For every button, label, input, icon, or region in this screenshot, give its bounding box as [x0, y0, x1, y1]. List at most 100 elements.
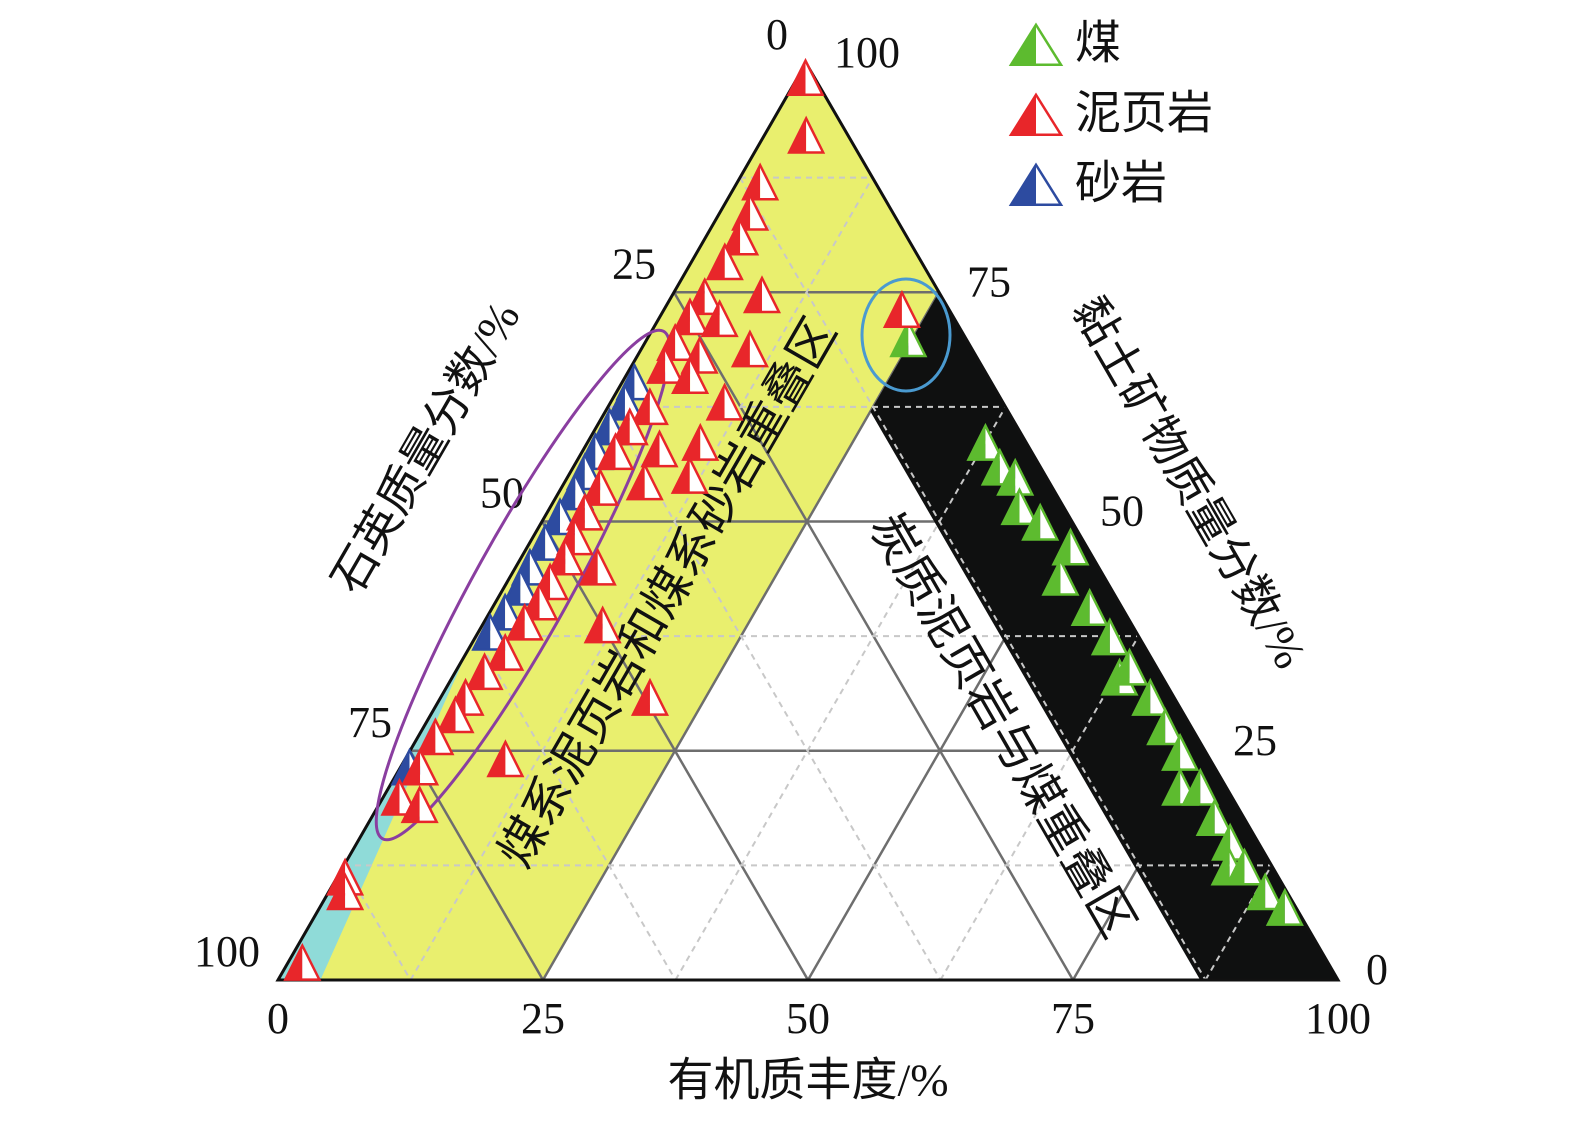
marker-outline [400, 785, 439, 824]
data-point [730, 329, 769, 368]
legend-label: 砂岩 [1075, 158, 1167, 209]
data-point [1195, 797, 1234, 836]
marker-outline [520, 582, 559, 621]
data-point [670, 455, 709, 494]
marker-outline [556, 472, 595, 511]
data-point [882, 289, 921, 328]
data-point [1070, 587, 1109, 626]
data-point [326, 872, 365, 911]
marker-outline [705, 382, 744, 421]
marker-outline [510, 547, 549, 586]
bottom-tick-label: 100 [1305, 994, 1371, 1043]
marker-outline [486, 592, 525, 631]
marker-outline [742, 275, 782, 314]
marker-outline [625, 462, 664, 501]
data-point [465, 652, 504, 691]
bottom-axis-title: 有机质丰度/% [667, 1055, 948, 1106]
left-tick-label: 0 [766, 10, 788, 59]
marker-outline [610, 407, 649, 446]
marker-outline [1146, 707, 1185, 746]
marker-outline [656, 322, 695, 361]
marker-outline [681, 422, 720, 461]
marker-outline [283, 942, 322, 981]
marker-outline [670, 297, 709, 336]
data-point [400, 785, 439, 824]
highlight-ellipse [374, 328, 672, 842]
marker-outline [1000, 487, 1039, 526]
marker-outline [1265, 887, 1304, 926]
data-point [565, 492, 604, 531]
marker-outline [1021, 502, 1060, 541]
data-point [670, 297, 709, 336]
marker-outline [630, 387, 669, 426]
left-tick-label: 100 [194, 927, 260, 976]
data-point [436, 695, 475, 734]
marker-outline [486, 739, 525, 778]
marker-outline [1070, 587, 1109, 626]
data-point [505, 602, 544, 641]
marker-outline [889, 319, 928, 358]
data-point [1131, 677, 1170, 716]
data-point [1041, 557, 1080, 596]
data-point [996, 457, 1035, 496]
marker-outline [730, 329, 769, 368]
marker-outline [380, 777, 419, 816]
marker-outline [741, 162, 780, 201]
marker-outline [966, 422, 1005, 461]
marker-outline [1246, 872, 1285, 911]
bottom-tick-label: 50 [786, 994, 830, 1043]
marker-outline [596, 432, 635, 471]
legend-marker [1008, 22, 1064, 67]
legend-label: 泥页岩 [1075, 88, 1213, 139]
marker-outline [565, 492, 604, 531]
right-tick-label: 100 [834, 28, 900, 77]
right-tick-label: 0 [1366, 945, 1388, 994]
data-point [786, 57, 825, 96]
marker-outline [540, 497, 580, 536]
data-point [671, 355, 710, 394]
marker-outline [787, 115, 826, 154]
data-point [742, 275, 782, 314]
marker-outline [685, 277, 724, 316]
marker-outline [705, 242, 744, 281]
data-point [486, 739, 525, 778]
marker-outline [576, 432, 615, 471]
left-axis-title: 石英质量分数/% [322, 293, 530, 602]
minor-grid-line [409, 177, 874, 981]
data-point [1225, 847, 1264, 886]
marker-outline [578, 547, 617, 586]
legend-marker [1008, 92, 1064, 137]
left-tick-label: 75 [348, 698, 392, 747]
data-point [1021, 502, 1060, 541]
marker-outline [1008, 22, 1064, 67]
marker-outline [1195, 797, 1234, 836]
marker-outline [446, 677, 485, 716]
data-point [546, 537, 585, 576]
data-point [1090, 617, 1129, 656]
left-tick-label: 50 [480, 469, 524, 518]
data-point [731, 192, 770, 231]
data-point [540, 497, 580, 536]
marker-outline [721, 217, 760, 256]
marker-outline [546, 537, 585, 576]
data-point [741, 162, 780, 201]
marker-outline [583, 605, 622, 644]
highlight-ellipse [860, 277, 952, 393]
data-point [625, 462, 664, 501]
marker-outline [671, 355, 710, 394]
data-point [416, 717, 455, 756]
marker-outline [501, 567, 540, 606]
data-point [630, 387, 669, 426]
data-point [1000, 487, 1039, 526]
data-point [401, 747, 440, 786]
data-point [656, 322, 695, 361]
data-point [705, 242, 744, 281]
data-point [640, 429, 679, 468]
marker-outline [1008, 92, 1064, 137]
marker-outline [670, 455, 709, 494]
marker-outline [700, 299, 739, 338]
data-point [1265, 887, 1304, 926]
data-point [1246, 872, 1285, 911]
marker-outline [615, 362, 654, 401]
